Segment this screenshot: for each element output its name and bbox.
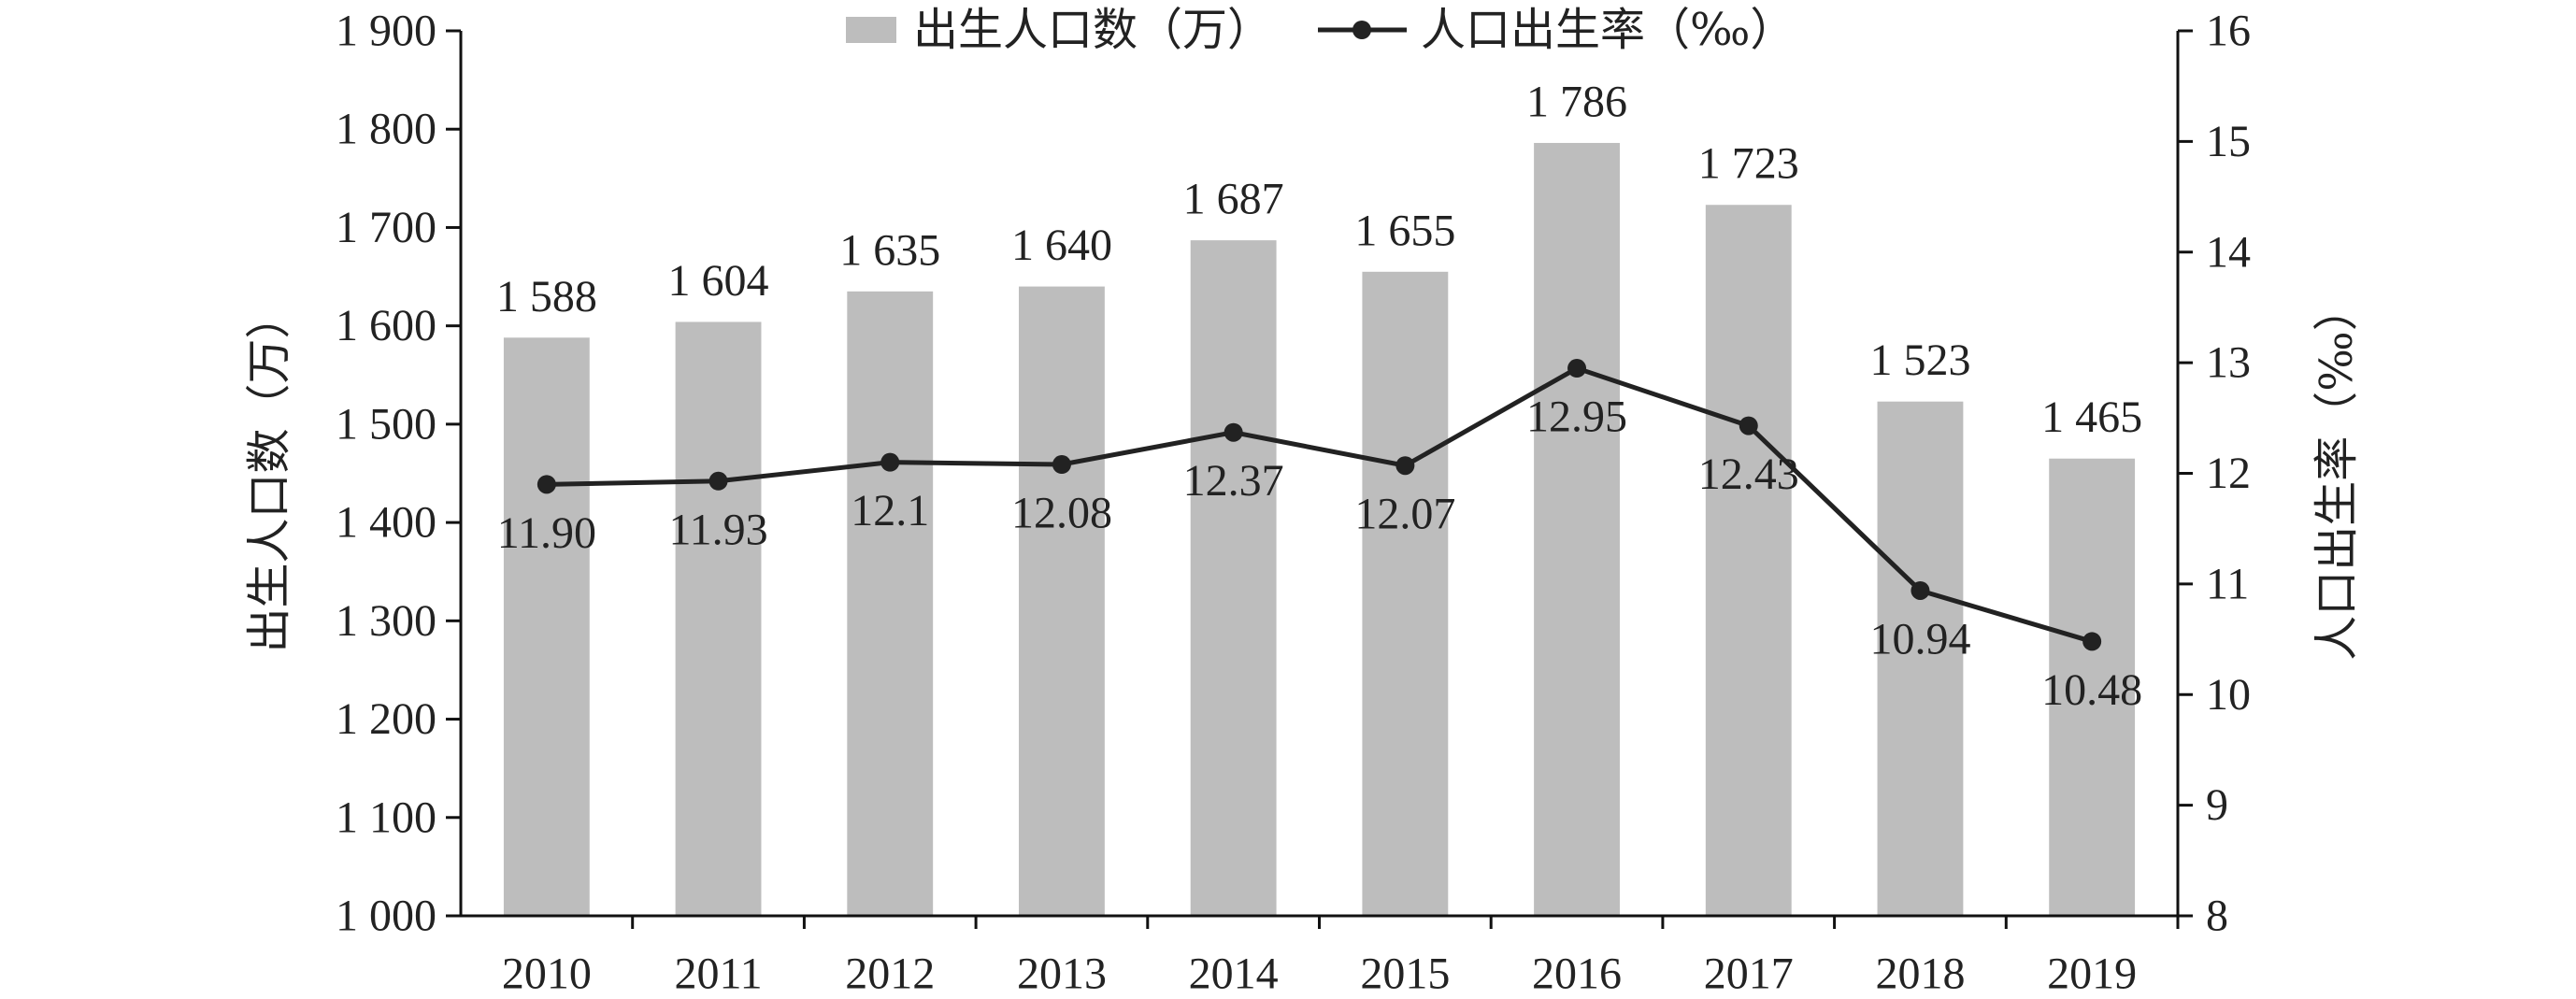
legend-bar-swatch bbox=[846, 17, 896, 43]
bar-2019 bbox=[2049, 458, 2136, 916]
bar-2016 bbox=[1534, 142, 1620, 916]
x-tick-label: 2013 bbox=[1017, 949, 1107, 999]
rate-value-label: 10.94 bbox=[1869, 614, 1970, 664]
line-series-group bbox=[537, 359, 2102, 651]
left-y-tick-label: 1 400 bbox=[336, 498, 436, 548]
rate-point-2016 bbox=[1567, 359, 1587, 378]
right-y-tick-label: 16 bbox=[2206, 7, 2251, 56]
rate-value-label: 12.08 bbox=[1011, 489, 1112, 538]
x-tick-label: 2011 bbox=[674, 949, 762, 999]
bar-value-label: 1 655 bbox=[1354, 206, 1455, 255]
x-tick-label: 2015 bbox=[1360, 949, 1450, 999]
rate-value-label: 12.07 bbox=[1354, 490, 1455, 539]
rate-point-2010 bbox=[537, 475, 556, 494]
bar-2013 bbox=[1019, 286, 1105, 917]
legend-line-label: 人口出生率（‰） bbox=[1421, 4, 1795, 56]
bar-series-group bbox=[503, 142, 2136, 917]
right-axis-title: 人口出生率（‰） bbox=[2311, 286, 2363, 660]
legend-bar-label: 出生人口数（万） bbox=[913, 4, 1272, 56]
left-y-tick-label: 1 100 bbox=[336, 792, 436, 842]
rate-value-label: 12.1 bbox=[851, 486, 929, 535]
left-y-tick-label: 1 600 bbox=[336, 301, 436, 350]
x-tick-label: 2017 bbox=[1704, 949, 1794, 999]
left-y-tick-label: 1 500 bbox=[336, 399, 436, 449]
rate-value-label: 11.93 bbox=[668, 505, 767, 554]
rate-point-2015 bbox=[1395, 456, 1415, 476]
left-y-tick-label: 1 900 bbox=[336, 7, 436, 56]
rate-point-2018 bbox=[1911, 580, 1930, 600]
x-tick-label: 2016 bbox=[1532, 949, 1622, 999]
legend: 出生人口数（万） 人口出生率（‰） bbox=[846, 4, 1795, 56]
right-y-tick-label: 11 bbox=[2206, 559, 2249, 608]
left-axis-title: 出生人口数（万） bbox=[243, 293, 295, 652]
right-y-tick-label: 8 bbox=[2206, 892, 2228, 941]
rate-value-label: 10.48 bbox=[2041, 665, 2142, 715]
bar-value-label: 1 635 bbox=[839, 225, 940, 275]
bar-2010 bbox=[503, 337, 590, 916]
left-y-tick-label: 1 300 bbox=[336, 596, 436, 646]
right-y-tick-label: 9 bbox=[2206, 780, 2228, 830]
legend-line-marker bbox=[1352, 21, 1371, 39]
right-y-tick-label: 14 bbox=[2206, 227, 2251, 277]
bar-value-label: 1 604 bbox=[668, 256, 769, 306]
rate-value-label: 12.43 bbox=[1698, 450, 1799, 499]
x-tick-label: 2012 bbox=[845, 949, 935, 999]
right-y-ticks: 8 9 10 11 12 13 14 15 16 bbox=[2178, 7, 2251, 941]
left-y-tick-label: 1 000 bbox=[336, 892, 436, 941]
bar-value-label: 1 588 bbox=[496, 272, 597, 321]
bar-value-label: 1 523 bbox=[1869, 335, 1970, 385]
bar-2015 bbox=[1362, 271, 1449, 916]
line-value-labels: 11.90 11.93 12.1 12.08 12.37 12.07 12.95 12.43 1… bbox=[497, 392, 2142, 715]
bar-2017 bbox=[1705, 205, 1792, 916]
bar-value-label: 1 465 bbox=[2041, 392, 2142, 442]
left-y-ticks: 1 000 1 100 1 200 1 300 1 400 1 500 1 600 1 700… bbox=[336, 7, 461, 941]
rate-line bbox=[546, 365, 2093, 644]
left-y-tick-label: 1 700 bbox=[336, 203, 436, 252]
bar-value-labels: 1 588 1 604 1 635 1 640 1 687 1 655 1 786 1 723… bbox=[496, 77, 2142, 442]
rate-point-2012 bbox=[880, 452, 900, 472]
right-y-tick-label: 15 bbox=[2206, 117, 2251, 166]
rate-value-label: 12.37 bbox=[1183, 456, 1284, 506]
right-y-tick-label: 13 bbox=[2206, 338, 2251, 388]
x-tick-labels: 2010 2011 2012 2013 2014 2015 2016 2017 2018 2019 bbox=[502, 916, 2180, 999]
left-y-tick-label: 1 800 bbox=[336, 105, 436, 154]
bar-2011 bbox=[675, 321, 762, 916]
rate-value-label: 12.95 bbox=[1526, 392, 1627, 442]
rate-point-2014 bbox=[1224, 422, 1243, 442]
right-y-tick-label: 10 bbox=[2206, 670, 2251, 720]
bar-2018 bbox=[1877, 401, 1964, 917]
rate-value-label: 11.90 bbox=[497, 508, 596, 558]
x-tick-label: 2019 bbox=[2047, 949, 2137, 999]
bar-value-label: 1 640 bbox=[1011, 221, 1112, 270]
rate-point-2019 bbox=[2082, 632, 2102, 651]
right-y-tick-label: 12 bbox=[2206, 449, 2251, 498]
bar-value-label: 1 786 bbox=[1526, 77, 1627, 126]
rate-point-2011 bbox=[708, 471, 728, 491]
rate-point-2013 bbox=[1052, 455, 1071, 475]
bar-value-label: 1 723 bbox=[1698, 139, 1799, 189]
bar-value-label: 1 687 bbox=[1183, 175, 1284, 224]
rate-point-2017 bbox=[1739, 416, 1758, 435]
bar-2012 bbox=[847, 291, 934, 917]
left-y-tick-label: 1 200 bbox=[336, 694, 436, 744]
x-tick-label: 2018 bbox=[1875, 949, 1965, 999]
bar-2014 bbox=[1190, 240, 1277, 917]
x-tick-label: 2010 bbox=[502, 949, 592, 999]
x-tick-label: 2014 bbox=[1189, 949, 1279, 999]
